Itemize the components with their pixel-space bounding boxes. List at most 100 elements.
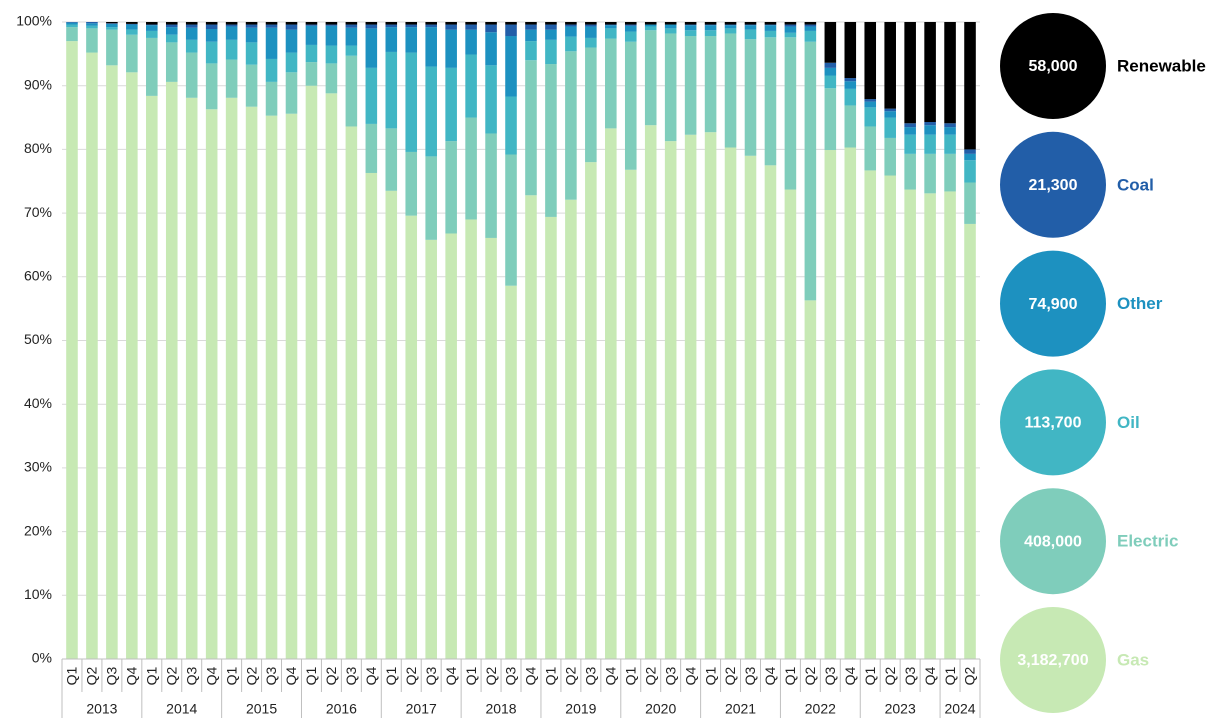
bar-segment [185,39,198,53]
bar-segment [664,33,677,142]
x-tick-label: Q3 [902,666,918,685]
bar-segment [505,22,517,25]
bar-segment [924,134,936,154]
bar-segment [565,36,577,52]
bar-segment [864,22,877,100]
bar-segment [824,150,837,660]
bar-segment [465,54,477,118]
bar-segment [585,24,597,27]
legend-total: 3,182,700 [1017,652,1088,669]
bar-segment [704,24,717,26]
x-group-label: 2023 [885,701,916,717]
x-tick-label: Q3 [742,666,758,685]
bar-segment [305,25,318,45]
legend-total: 21,300 [1029,177,1078,194]
y-tick-label: 50% [24,331,52,347]
bar-segment [924,153,936,194]
bar-segment [86,22,98,24]
bar-segment [485,133,497,238]
bar-segment [345,45,358,56]
bar-segment [944,134,956,154]
bar-segment [465,29,477,55]
bar-segment [525,195,537,659]
legend-circle [1000,131,1106,238]
bar-segment [126,72,138,659]
bar-segment [245,64,258,107]
x-tick-label: Q3 [423,666,439,685]
bar-segment [784,189,797,659]
legend-label: Oil [1117,413,1140,432]
legend-total: 58,000 [1029,58,1078,75]
bar-segment [964,223,976,659]
bar-segment [165,22,178,25]
y-tick-label: 40% [24,395,52,411]
bar-segment [624,25,637,32]
bar-segment [525,29,537,42]
bar-segment [66,22,78,25]
bar-segment [684,36,697,135]
bar-segment [684,30,697,37]
bar-segment [185,52,198,98]
bar-segment [824,62,837,68]
x-tick-label: Q2 [722,666,738,685]
bar-segment [804,22,817,25]
bar-segment [744,24,757,26]
bar-segment [66,41,78,660]
x-tick-label: Q4 [124,666,140,685]
x-tick-label: Q2 [882,666,898,685]
bar-segment [964,153,976,161]
bar-segment [585,26,597,38]
x-tick-label: Q3 [503,666,519,685]
bar-segment [804,26,817,31]
bar-segment [824,75,837,89]
bar-segment [465,24,477,30]
bar-segment [205,41,218,64]
bar-segment [744,39,757,156]
bar-segment [365,24,378,29]
bar-segment [245,106,258,659]
bar-segment [505,285,517,659]
bar-segment [545,24,557,30]
bar-segment [126,29,138,35]
bar-segment [804,24,817,27]
bar-segment [764,165,777,659]
x-tick-label: Q1 [862,666,878,685]
bar-segment [505,154,517,286]
bar-segment [724,22,737,25]
bar-segment [624,24,637,26]
bar-segment [964,182,976,224]
bar-segment [86,23,98,26]
bar-segment [425,24,437,28]
bar-segment [525,22,537,25]
bar-segment [565,24,577,27]
bar-segment [545,216,557,659]
bar-segment [744,25,757,30]
bar-segment [525,24,537,30]
bar-segment [445,22,457,25]
bar-segment [784,32,797,38]
bar-segment [664,24,677,29]
legend-circle [1000,13,1106,119]
bar-segment [365,67,378,124]
bar-segment [245,27,258,43]
bar-segment [465,117,477,220]
bar-segment [225,26,238,40]
bar-segment [664,28,677,34]
bar-segment [505,96,517,155]
bar-segment [106,23,118,28]
bar-segment [944,127,956,135]
x-tick-label: Q3 [183,666,199,685]
bar-segment [824,67,837,76]
bar-segment [86,52,98,660]
x-group-label: 2017 [406,701,437,717]
bar-segment [844,78,857,82]
bar-segment [205,109,218,660]
y-tick-label: 20% [24,522,52,538]
x-tick-label: Q3 [822,666,838,685]
bar-segment [165,42,178,82]
bar-segment [924,122,936,126]
x-tick-label: Q3 [104,666,120,685]
bar-segment [385,22,398,25]
bar-segment [285,22,298,25]
bar-segment [944,191,956,659]
